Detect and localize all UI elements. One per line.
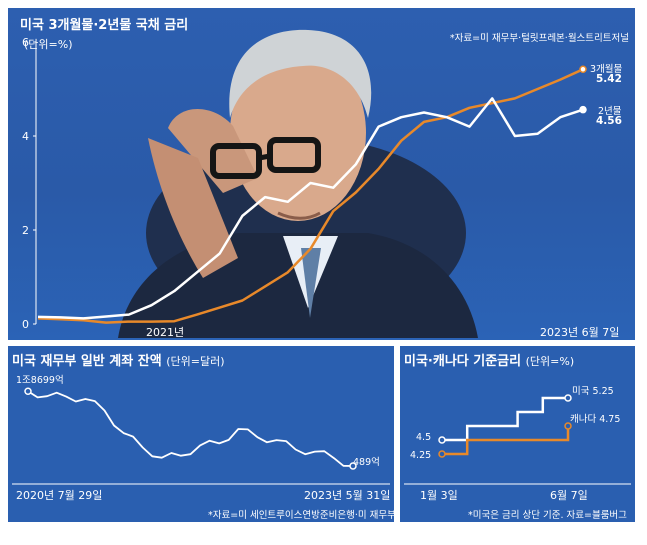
- x-tick-2021: 2021년: [146, 326, 185, 339]
- chart-title: 미국·캐나다 기준금리 (단위=%): [404, 350, 574, 369]
- series-2y-value: 4.56: [596, 115, 622, 127]
- series-2y-name: 2년물: [598, 106, 622, 117]
- x-tick-end: 2023년 5월 31일: [304, 489, 391, 502]
- series-3m-name: 3개월물: [590, 64, 623, 75]
- y-label-4-5: 4.5: [416, 432, 432, 443]
- tga-balance-chart-panel: 미국 재무부 일반 계좌 잔액 (단위=달러) 1조8699억 489억 202…: [8, 346, 394, 522]
- source-note: *미국은 금리 상단 기준. 자료=블룸버그: [468, 510, 627, 521]
- unit-label: (단위=달러): [166, 355, 225, 368]
- title-text: 미국 재무부 일반 계좌 잔액: [12, 354, 162, 369]
- y-tick-label: 0: [22, 318, 29, 331]
- us-rate-line: [442, 396, 568, 442]
- start-value-label: 1조8699억: [16, 375, 64, 386]
- canada-rate-line: [442, 426, 570, 456]
- y-tick-label: 6: [22, 36, 29, 49]
- series-3m-value: 5.42: [596, 73, 622, 85]
- x-tick-end: 6월 7일: [550, 489, 588, 502]
- series-3m-endpoint: [579, 65, 587, 74]
- x-tick-end: 2023년 6월 7일: [540, 326, 620, 339]
- y-label-4-25: 4.25: [410, 450, 432, 461]
- canada-start-point: [438, 450, 446, 458]
- plot-area: [37, 65, 587, 324]
- y-axis: 0 2 4 6: [22, 36, 37, 331]
- x-tick-start: 2020년 7월 29일: [16, 489, 103, 502]
- treasury-yield-chart-panel: 0 2 4 6 미국 3개월물·2년물 국채 금리 (단위=%) *자료=미 재무부·…: [8, 8, 635, 340]
- chart-title: 미국 재무부 일반 계좌 잔액 (단위=달러): [12, 350, 224, 369]
- policy-rate-chart-panel: 미국·캐나다 기준금리 (단위=%) 미국 5.25 캐나다 4.75 4.5 …: [400, 346, 635, 522]
- end-value-label: 489억: [353, 457, 380, 468]
- policy-rate-chart: [404, 394, 631, 485]
- unit-label: (단위=%): [525, 355, 575, 368]
- series-3m-line: [37, 68, 584, 324]
- end-point: [349, 462, 357, 470]
- start-point: [24, 387, 32, 395]
- us-rate-label: 미국 5.25: [572, 386, 614, 397]
- portrait-photo: [118, 29, 478, 338]
- x-tick-start: 1월 3일: [420, 489, 458, 502]
- treasury-yield-chart: 0 2 4 6: [22, 29, 587, 338]
- tga-balance-line: [27, 390, 354, 467]
- canada-end-point: [564, 422, 572, 430]
- unit-label: (단위=%): [24, 38, 73, 51]
- canada-rate-label: 캐나다 4.75: [570, 414, 621, 425]
- y-tick-label: 4: [22, 130, 29, 143]
- tga-balance-chart: [12, 387, 390, 485]
- source-note: *자료=미 재무부·털릿프레본·월스트리트저널: [449, 33, 629, 44]
- source-note: *자료=미 세인트루이스연방준비은행·미 재무부: [208, 510, 394, 521]
- series-2y-line: [37, 97, 584, 320]
- chart-title: 미국 3개월물·2년물 국채 금리: [20, 18, 189, 33]
- us-end-point: [564, 394, 572, 402]
- us-start-point: [438, 436, 446, 444]
- series-2y-endpoint: [579, 105, 587, 114]
- title-text: 미국·캐나다 기준금리: [404, 354, 522, 369]
- y-tick-label: 2: [22, 224, 29, 237]
